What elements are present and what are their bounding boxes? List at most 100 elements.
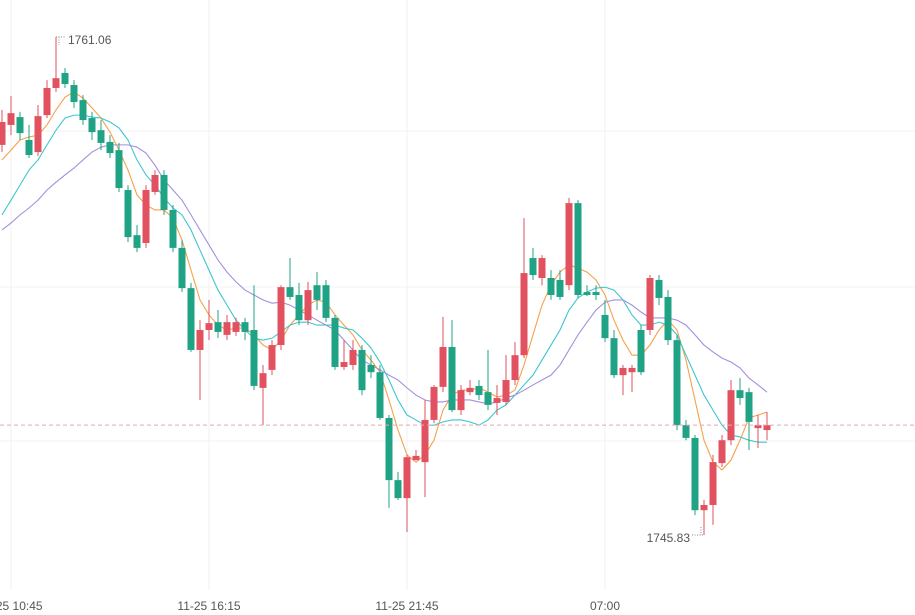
candle (700, 500, 708, 536)
candle (79, 95, 87, 125)
candle-body (466, 387, 474, 393)
candle (520, 218, 528, 359)
candle-body (421, 419, 429, 463)
candle (61, 68, 69, 88)
candle-body (187, 288, 195, 350)
candle (43, 80, 51, 119)
candle (358, 345, 366, 396)
candle (178, 240, 186, 293)
candle-body (547, 277, 555, 295)
candle (349, 340, 357, 370)
candle (313, 272, 321, 311)
candle-body (232, 322, 240, 332)
candle (745, 387, 753, 451)
high-label: 1761.06 (68, 33, 112, 47)
candle-body (727, 390, 735, 441)
candle-body (691, 437, 699, 511)
candle-body (592, 292, 600, 295)
candle-body (34, 116, 42, 153)
candle (340, 340, 348, 370)
candle (205, 299, 213, 341)
candle (0, 109, 6, 153)
candle (241, 317, 249, 341)
candle-body (313, 285, 321, 300)
candle-body (385, 417, 393, 481)
candle (628, 364, 636, 393)
candle (124, 185, 132, 243)
candle-body (88, 118, 96, 133)
candle-body (619, 367, 627, 376)
candle (583, 285, 591, 296)
candle (16, 111, 24, 140)
x-tick-label: 11-25 10:45 (0, 599, 43, 613)
candle-body (529, 258, 537, 276)
candle-body (295, 295, 303, 321)
candle-body (286, 287, 294, 297)
candle-body (70, 85, 78, 103)
candle (448, 320, 456, 413)
candle (115, 142, 123, 192)
candle-body (475, 385, 483, 396)
candle (556, 270, 564, 300)
candle (52, 36, 60, 92)
candle (691, 434, 699, 516)
candle (484, 349, 492, 411)
candle (106, 135, 114, 158)
candle (331, 314, 339, 370)
candle-body (79, 100, 87, 121)
candle-body (52, 78, 60, 88)
candle (727, 380, 735, 446)
candle (304, 281, 312, 326)
candle-body (457, 390, 465, 411)
candle (736, 378, 744, 405)
candle-body (376, 372, 384, 418)
candle (682, 419, 690, 441)
candle-body (754, 425, 762, 429)
candle (34, 104, 42, 157)
candle-body (565, 203, 573, 286)
candle-body (493, 398, 501, 403)
candle-body (439, 347, 447, 387)
candle-body (43, 87, 51, 116)
candle (430, 384, 438, 424)
candle (88, 111, 96, 140)
candle (412, 450, 420, 461)
candle-body (574, 203, 582, 295)
candle (322, 279, 330, 323)
candle-body (412, 455, 420, 461)
candle (214, 310, 222, 339)
candle-body (610, 338, 618, 376)
candle-body (484, 392, 492, 405)
candle (385, 415, 393, 508)
candle (466, 380, 474, 396)
candle (367, 355, 375, 379)
candle-body (502, 380, 510, 402)
candle-body (511, 355, 519, 381)
candle-body (322, 285, 330, 318)
candle (403, 454, 411, 533)
candle-body (583, 292, 591, 295)
candle (457, 384, 465, 416)
candle (439, 316, 447, 393)
candle (646, 275, 654, 335)
candle-body (745, 392, 753, 422)
ma-line (1, 114, 767, 443)
candle (754, 415, 762, 449)
candle (259, 364, 267, 426)
candle-body (628, 367, 636, 373)
candle (673, 334, 681, 431)
candle-body (673, 340, 681, 426)
candle-body (124, 190, 132, 238)
horizontal-grid (0, 130, 915, 442)
candle-body (601, 314, 609, 339)
candle (169, 205, 177, 253)
candle (511, 342, 519, 385)
candle (187, 282, 195, 352)
candle (160, 170, 168, 215)
candle (601, 299, 609, 343)
ma-line (1, 144, 768, 405)
candle-body (268, 345, 276, 370)
candle-body (160, 174, 168, 210)
candle-body (646, 277, 654, 330)
